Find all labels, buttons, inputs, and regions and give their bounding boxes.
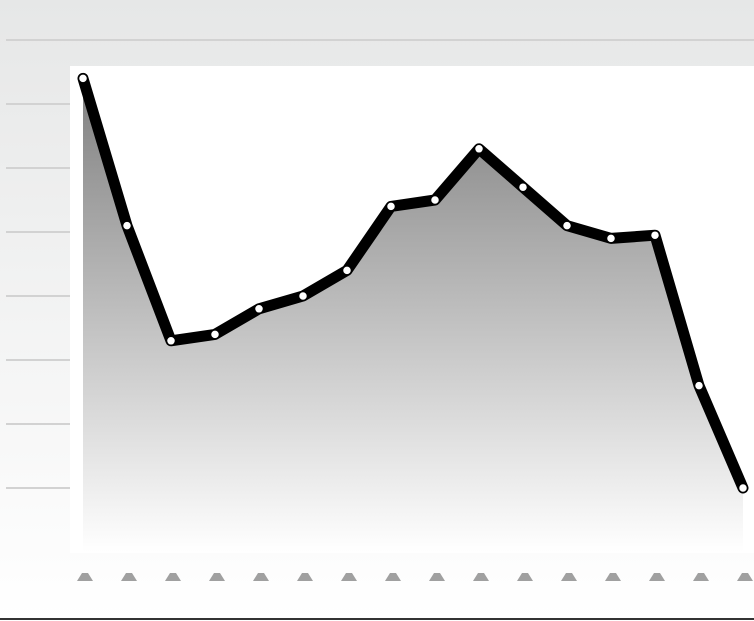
x-tick-marker: [737, 573, 753, 581]
x-tick-marker: [121, 573, 137, 581]
x-tick-marker: [561, 573, 577, 581]
data-point: [253, 303, 265, 315]
x-tick-marker: [649, 573, 665, 581]
data-point-markers: [77, 73, 749, 494]
x-tick-marker: [165, 573, 181, 581]
data-point: [473, 143, 485, 155]
data-point: [561, 220, 573, 231]
data-point: [385, 201, 397, 212]
series-line-layer: [77, 72, 749, 494]
data-point: [121, 220, 133, 231]
x-tick-marker: [517, 573, 533, 581]
data-point: [341, 265, 353, 276]
data-point: [693, 380, 705, 391]
x-tick-marker: [473, 573, 489, 581]
data-point: [209, 329, 221, 340]
series-area: [83, 78, 743, 553]
data-point: [605, 233, 617, 244]
gridlines: [6, 39, 754, 489]
data-point: [429, 194, 441, 206]
data-point: [77, 73, 89, 84]
x-tick-marker: [297, 573, 313, 581]
x-axis-tick-markers: [77, 573, 753, 581]
x-tick-marker: [341, 573, 357, 581]
x-tick-marker: [209, 573, 225, 581]
data-point: [517, 181, 529, 193]
x-tick-marker: [253, 573, 269, 581]
x-tick-marker: [77, 573, 93, 581]
area-fill-layer: [83, 78, 743, 553]
x-tick-marker: [385, 573, 401, 581]
data-point: [165, 335, 177, 347]
x-tick-marker: [605, 573, 621, 581]
series-line: [77, 72, 749, 494]
x-tick-marker: [693, 573, 709, 581]
x-tick-marker: [429, 573, 445, 581]
data-point: [737, 482, 749, 494]
data-point: [649, 229, 661, 241]
data-point: [297, 290, 309, 302]
